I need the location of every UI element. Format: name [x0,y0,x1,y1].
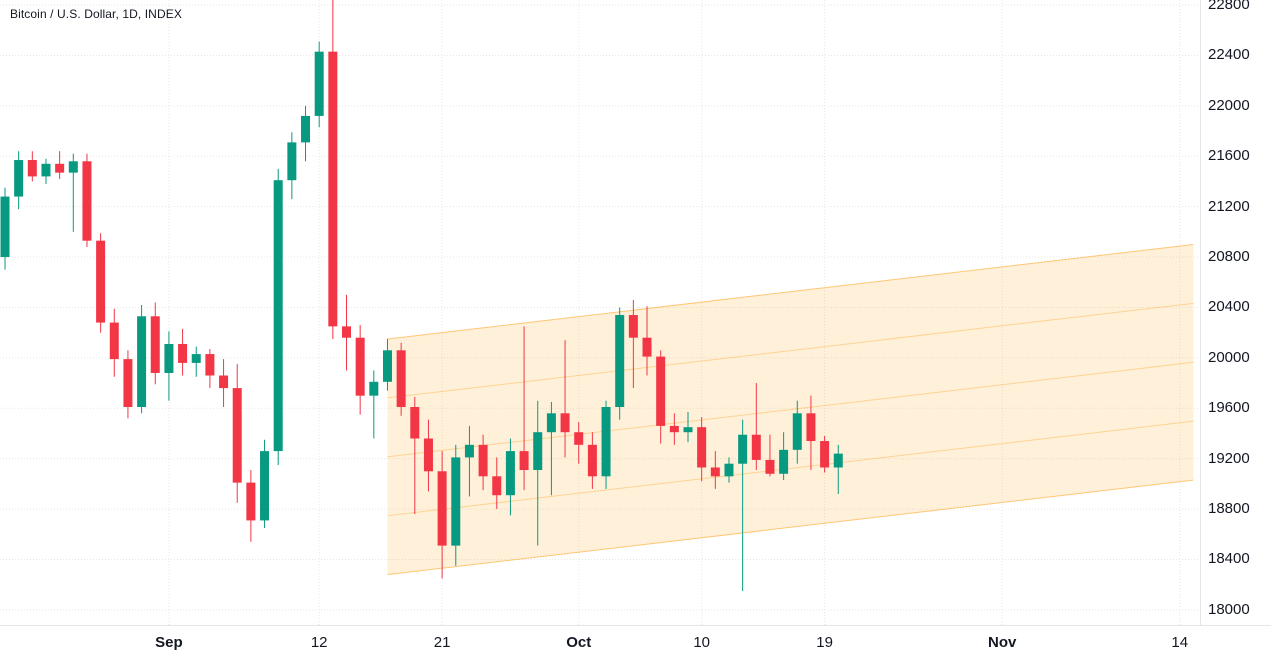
symbol-title: Bitcoin / U.S. Dollar, 1D, INDEX [10,7,182,21]
trend-channel-top-line[interactable] [387,243,1194,340]
candle-body [287,142,297,181]
price-axis-label: 19600 [1208,399,1250,417]
candle-body [150,316,160,373]
price-axis-label: 20800 [1208,248,1250,266]
candle-body [560,413,570,433]
candle-body [301,115,311,143]
candle-body [492,476,502,496]
candle-body [232,388,242,483]
candle-body [751,434,761,460]
price-axis-label: 21600 [1208,147,1250,165]
candle-body [628,315,638,338]
candle-body [396,350,406,408]
time-axis-label: 19 [816,634,833,651]
time-axis-label: 10 [693,634,710,651]
candle-body [792,413,802,450]
trend-channel-inner-line [387,420,1194,517]
candle-body [164,344,174,373]
candle-body [27,160,37,177]
trend-channel-inner-line [387,302,1194,399]
candle-body [314,51,324,116]
candlestick-chart[interactable] [0,0,1200,625]
price-axis-label: 18000 [1208,600,1250,618]
candle-body [260,451,270,521]
time-axis-label: Nov [988,634,1017,651]
time-axis-label: 21 [433,634,451,651]
candle-body [178,344,188,363]
trend-channel-bottom-line[interactable] [387,479,1194,576]
candle-body [437,471,447,546]
candle-body [601,407,611,477]
price-axis-label: 21200 [1208,197,1250,215]
candle-body [328,51,338,327]
candles-series [0,0,843,591]
candle-body [710,467,720,477]
candle-body [0,196,10,258]
candle-body [14,160,24,197]
candle-body [833,453,843,468]
candle-body [41,163,51,177]
candle-body [82,161,92,241]
candle-body [587,444,597,477]
price-axis-label: 20400 [1208,298,1250,316]
candle-body [642,337,652,357]
price-axis-label: 18800 [1208,500,1250,518]
trend-channel-inner-line [387,361,1194,458]
candle-body [546,413,556,433]
price-axis[interactable]: 22800 22400 22000 21600 21200 20800 20400 20000… [1200,0,1271,625]
price-axis-label: 20000 [1208,348,1250,366]
candle-body [246,482,256,521]
candle-body [533,432,543,471]
candle-body [656,356,666,426]
candle-body [68,161,78,173]
price-axis-label: 22400 [1208,46,1250,64]
candle-body [765,459,775,474]
candle-body [96,240,106,323]
candle-body [505,451,515,496]
candle-body [738,434,748,464]
trend-channel-fill[interactable] [387,244,1194,575]
candle-body [683,427,693,433]
candle-body [410,407,420,439]
time-axis-label: 14 [1171,634,1189,651]
candle-body [123,359,133,408]
trend-channel[interactable] [387,243,1194,576]
candle-body [779,449,789,474]
candle-body [355,337,365,396]
time-axis-label: Oct [566,634,592,651]
candle-body [574,432,584,445]
candle-body [273,180,283,452]
candle-body [451,457,461,546]
chart-plot-area[interactable]: Bitcoin / U.S. Dollar, 1D, INDEX [0,0,1200,625]
candle-body [137,316,147,408]
candle-body [806,413,816,442]
candle-body [205,354,215,376]
symbol-legend[interactable]: Bitcoin / U.S. Dollar, 1D, INDEX [10,7,182,21]
candle-body [109,322,119,360]
candle-body [219,375,229,389]
price-axis-label: 22800 [1208,0,1250,14]
price-axis-label: 22000 [1208,96,1250,114]
time-axis-label: Sep [155,634,183,651]
candle-body [519,451,529,471]
candle-body [423,438,433,472]
time-axis-label: 12 [310,634,328,651]
price-axis-label: 18400 [1208,550,1250,568]
candle-body [369,381,379,396]
candle-body [669,425,679,433]
candle-body [724,463,734,477]
candle-body [615,315,625,408]
candle-body [191,354,201,363]
price-axis-label: 19200 [1208,449,1250,467]
candle-body [382,350,392,382]
candle-body [55,163,65,173]
candle-body [820,441,830,468]
candle-body [697,427,707,468]
time-axis[interactable]: Sep 12 21 Oct 10 19 Nov 14 [0,625,1271,663]
candle-body [342,326,351,338]
grid [0,0,1200,625]
candle-body [464,444,474,458]
candle-body [478,444,488,477]
